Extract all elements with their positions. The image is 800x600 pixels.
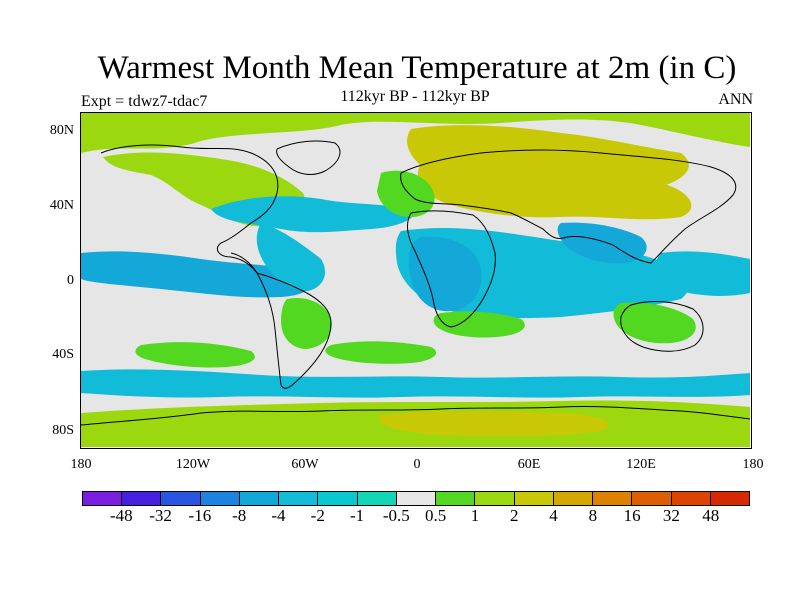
south-america-coastline bbox=[256, 272, 332, 389]
south-atlantic-green-field bbox=[325, 341, 437, 364]
south-america-green-field bbox=[281, 297, 332, 349]
legend-color-box bbox=[83, 492, 123, 505]
legend-color-box bbox=[122, 492, 162, 505]
australia-green-field bbox=[613, 302, 696, 344]
eurasia-coastline bbox=[400, 149, 737, 264]
lon-tick-label: 120E bbox=[626, 457, 656, 472]
lon-tick-label: 60W bbox=[291, 457, 319, 472]
legend-color-box bbox=[593, 492, 633, 505]
anomaly-fields bbox=[81, 113, 750, 447]
legend-color-box bbox=[396, 492, 437, 505]
legend-label: -8 bbox=[232, 506, 247, 525]
north-atlantic-cool-field bbox=[211, 196, 414, 233]
legend-color-box bbox=[239, 492, 280, 505]
legend-label: 48 bbox=[702, 506, 720, 525]
africa-cool-field bbox=[408, 236, 482, 312]
plot-title: Warmest Month Mean Temperature at 2m (in… bbox=[97, 50, 737, 86]
legend-label: -4 bbox=[271, 506, 286, 525]
south-indian-green-field bbox=[433, 311, 525, 338]
australia-coastline bbox=[620, 301, 704, 352]
southern-ocean-cool-field bbox=[81, 369, 750, 398]
south-pacific-green-field bbox=[135, 342, 255, 368]
legend-color-box bbox=[318, 492, 358, 505]
lon-tick-label: 0 bbox=[413, 457, 421, 472]
greenland-coastline bbox=[276, 140, 341, 175]
legend-color-box bbox=[357, 492, 397, 505]
coastlines bbox=[81, 140, 750, 426]
experiment-label: Expt = tdwz7-tdac7 bbox=[81, 93, 208, 110]
season-label: ANN bbox=[718, 91, 753, 108]
africa-coastline bbox=[407, 210, 496, 328]
south-asia-cool-field bbox=[557, 222, 647, 264]
lat-tick-label: 0 bbox=[67, 273, 74, 288]
legend-color-box bbox=[475, 492, 515, 505]
lat-tick-label: 40S bbox=[52, 347, 74, 362]
legend-color-box bbox=[200, 492, 240, 505]
legend-label: -32 bbox=[149, 506, 172, 525]
lon-tick-label: 180 bbox=[742, 457, 764, 472]
lon-tick-label: 60E bbox=[517, 457, 541, 472]
americas-cool-field bbox=[256, 223, 326, 291]
legend-label: 4 bbox=[549, 506, 558, 525]
legend-label: 1 bbox=[470, 506, 480, 525]
lat-tick-label: 80S bbox=[52, 423, 74, 438]
legend-label: -48 bbox=[109, 506, 133, 525]
legend-label: -0.5 bbox=[382, 506, 410, 525]
legend-label: 0.5 bbox=[425, 506, 447, 525]
legend-label: 16 bbox=[623, 506, 641, 525]
legend-color-box bbox=[279, 492, 319, 505]
north-america-coastline bbox=[100, 144, 279, 274]
legend-color-box bbox=[436, 492, 476, 505]
legend-label: -1 bbox=[349, 506, 365, 525]
map-frame bbox=[80, 112, 752, 449]
legend-color-box bbox=[632, 492, 672, 505]
east-pacific-cool-field bbox=[81, 251, 312, 298]
antarctica-coastline bbox=[81, 405, 750, 426]
legend-color-box bbox=[671, 492, 711, 505]
eurasia-green-field bbox=[377, 170, 435, 217]
legend-color-box bbox=[553, 492, 594, 505]
lat-tick-label: 40N bbox=[49, 198, 74, 213]
lon-tick-label: 120W bbox=[175, 457, 211, 472]
legend-color-box bbox=[514, 492, 554, 505]
arctic-warm-field bbox=[81, 113, 750, 153]
legend-label: -16 bbox=[188, 506, 212, 525]
plot-subtitle: 112kyr BP - 112kyr BP bbox=[340, 88, 490, 105]
eurasia-warm-field bbox=[417, 161, 692, 220]
legend-label: 8 bbox=[588, 506, 598, 525]
color-legend-bar bbox=[82, 491, 750, 506]
legend-color-box bbox=[710, 492, 749, 505]
legend-color-box bbox=[161, 492, 201, 505]
legend-label: -2 bbox=[310, 506, 325, 525]
antarctic-yellow-field bbox=[379, 411, 609, 437]
temperature-map bbox=[81, 113, 750, 447]
lon-tick-label: 180 bbox=[70, 457, 92, 472]
legend-label: 32 bbox=[662, 506, 680, 525]
west-pacific-cool-field bbox=[655, 251, 750, 296]
lat-tick-label: 80N bbox=[49, 123, 74, 138]
legend-label: 2 bbox=[509, 506, 519, 525]
